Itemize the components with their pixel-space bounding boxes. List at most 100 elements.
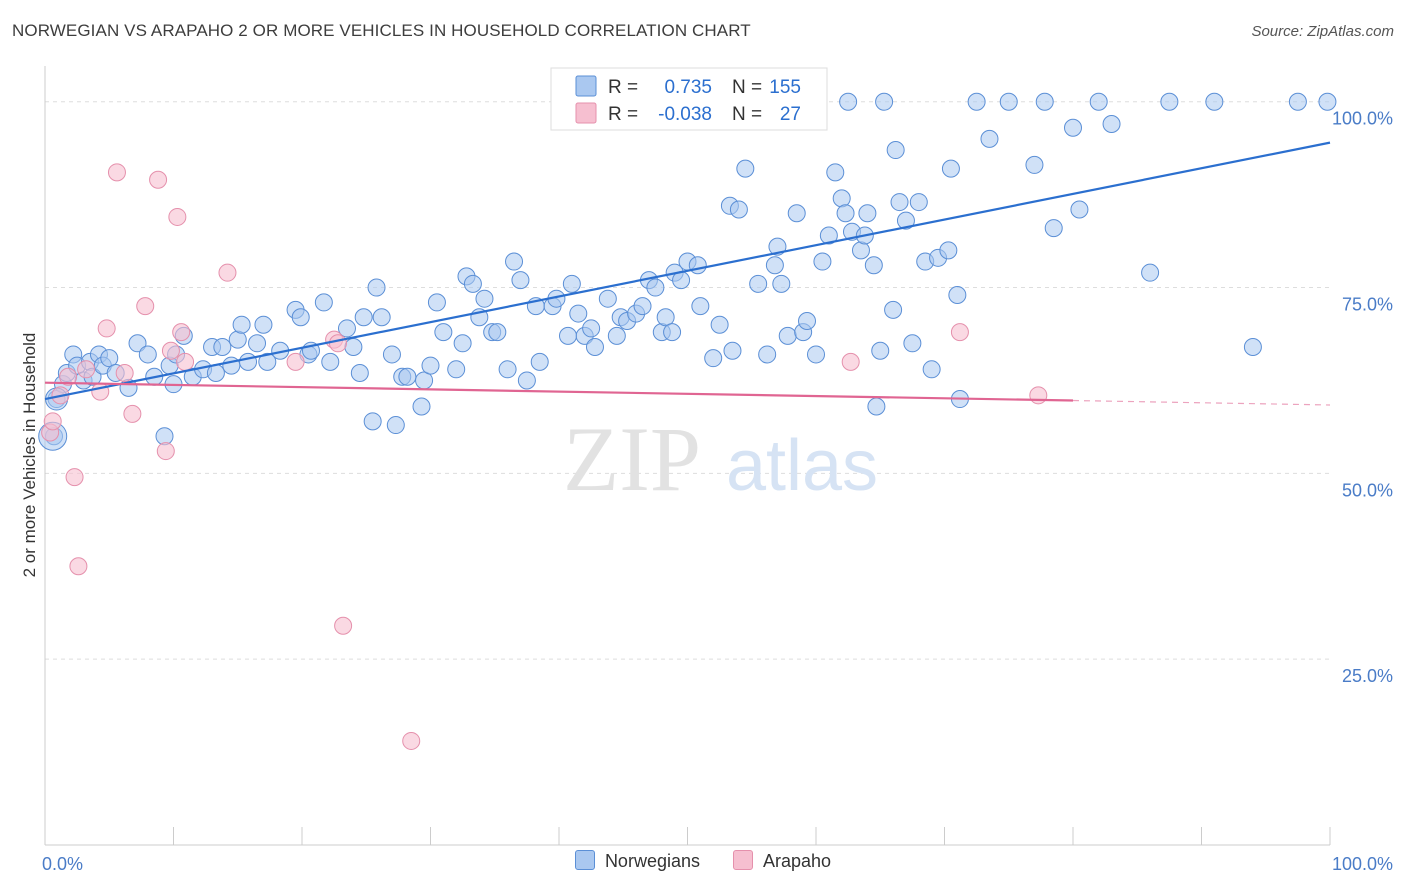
norwegians-point <box>412 397 431 416</box>
norwegians-point <box>382 345 401 364</box>
norwegians-point <box>688 256 707 275</box>
norwegians-point <box>939 241 958 260</box>
arapaho-point <box>97 319 116 338</box>
norwegians-point <box>819 226 838 245</box>
norwegians-point <box>1035 92 1054 111</box>
arapaho-point <box>1029 386 1048 405</box>
norwegians-point <box>475 289 494 308</box>
norwegians-point <box>1089 92 1108 111</box>
norwegians-trend-line <box>44 141 1331 401</box>
norwegians-point <box>314 293 333 312</box>
norwegians-point <box>128 334 147 353</box>
watermark-atlas: atlas <box>726 426 878 506</box>
norwegians-point <box>254 315 273 334</box>
norwegians-point <box>421 356 440 375</box>
norwegians-point <box>1044 219 1063 238</box>
norwegians-point <box>890 193 909 212</box>
norwegians-point <box>232 315 251 334</box>
arapaho-point <box>115 364 134 383</box>
arapaho-point <box>176 352 195 371</box>
arapaho-point <box>123 404 142 423</box>
legend-label-arapaho: Arapaho <box>763 851 832 872</box>
arapaho-point <box>43 412 62 431</box>
norwegians-point <box>488 323 507 342</box>
norwegians-point <box>1288 92 1307 111</box>
norwegians-point <box>633 297 652 316</box>
arapaho-point <box>334 616 353 635</box>
norwegians-point <box>729 200 748 219</box>
bottom-legend: Norwegians Arapaho <box>0 850 1406 872</box>
legend-r-value: 0.735 <box>664 77 712 98</box>
norwegians-point <box>691 297 710 316</box>
norwegians-point <box>372 308 391 327</box>
arapaho-point <box>286 352 305 371</box>
norwegians-point <box>1205 92 1224 111</box>
norwegians-point <box>291 308 310 327</box>
norwegians-point <box>903 334 922 353</box>
grid-lines <box>45 101 1330 660</box>
arapaho-point <box>149 170 168 189</box>
norwegians-point <box>864 256 883 275</box>
arapaho-point <box>172 323 191 342</box>
norwegians-point <box>350 364 369 383</box>
arapaho-point <box>59 367 78 386</box>
norwegians-point <box>922 360 941 379</box>
watermark-zip: ZIP <box>563 408 701 510</box>
arapaho-point <box>91 382 110 401</box>
norwegians-point <box>354 308 373 327</box>
norwegians-point <box>758 345 777 364</box>
norwegians-point <box>656 308 675 327</box>
norwegians-point <box>248 334 267 353</box>
norwegians-point <box>1318 92 1337 111</box>
arapaho-point <box>328 334 347 353</box>
arapaho-trend-extension <box>1072 399 1331 406</box>
norwegians-point <box>886 141 905 160</box>
arapaho-point <box>156 442 175 461</box>
trend-lines <box>44 141 1331 406</box>
norwegians-point <box>607 326 626 345</box>
legend-r-label: R = <box>608 104 638 125</box>
norwegians-point <box>398 367 417 386</box>
legend-n-label: N = <box>732 77 762 98</box>
arapaho-trend-line <box>44 381 1074 402</box>
norwegians-point <box>798 311 817 330</box>
norwegians-point <box>999 92 1018 111</box>
norwegians-point <box>367 278 386 297</box>
y-axis-label: 2 or more Vehicles in Household <box>20 333 39 578</box>
arapaho-point <box>218 263 237 282</box>
norwegians-point <box>896 211 915 230</box>
norwegians-point <box>871 341 890 360</box>
norwegians-point <box>447 360 466 379</box>
top-legend-box <box>550 67 828 131</box>
legend-swatch-norwegians <box>575 75 597 97</box>
norwegians-point <box>337 319 356 338</box>
top-legend: R = 0.735 N = 155 R = -0.038 N = 27 <box>550 67 828 131</box>
arapaho-points <box>41 163 1048 750</box>
source-credit: Source: ZipAtlas.com <box>1251 23 1394 40</box>
legend-label-norwegians: Norwegians <box>604 851 700 872</box>
x-tick-label: 100.0% <box>1332 854 1393 874</box>
norwegians-point <box>585 338 604 357</box>
norwegians-point <box>851 241 870 260</box>
norwegians-point <box>909 193 928 212</box>
legend-n-label: N = <box>732 104 762 125</box>
legend-swatch-norwegians <box>574 850 595 871</box>
norwegians-point <box>530 352 549 371</box>
norwegians-point <box>138 345 157 364</box>
norwegians-point <box>867 397 886 416</box>
norwegians-point <box>980 129 999 148</box>
arapaho-point <box>168 207 187 226</box>
norwegians-point <box>562 274 581 293</box>
norwegians-point <box>948 285 967 304</box>
norwegians-point <box>1141 263 1160 282</box>
norwegians-point <box>344 338 363 357</box>
norwegians-point <box>839 92 858 111</box>
y-tick-label: 100.0% <box>1332 109 1393 129</box>
norwegians-point <box>213 338 232 357</box>
norwegians-point <box>710 315 729 334</box>
norwegians-point <box>155 427 174 446</box>
norwegians-point <box>787 204 806 223</box>
arapaho-point <box>161 341 180 360</box>
norwegians-point <box>228 330 247 349</box>
legend-n-value: 27 <box>780 104 801 125</box>
